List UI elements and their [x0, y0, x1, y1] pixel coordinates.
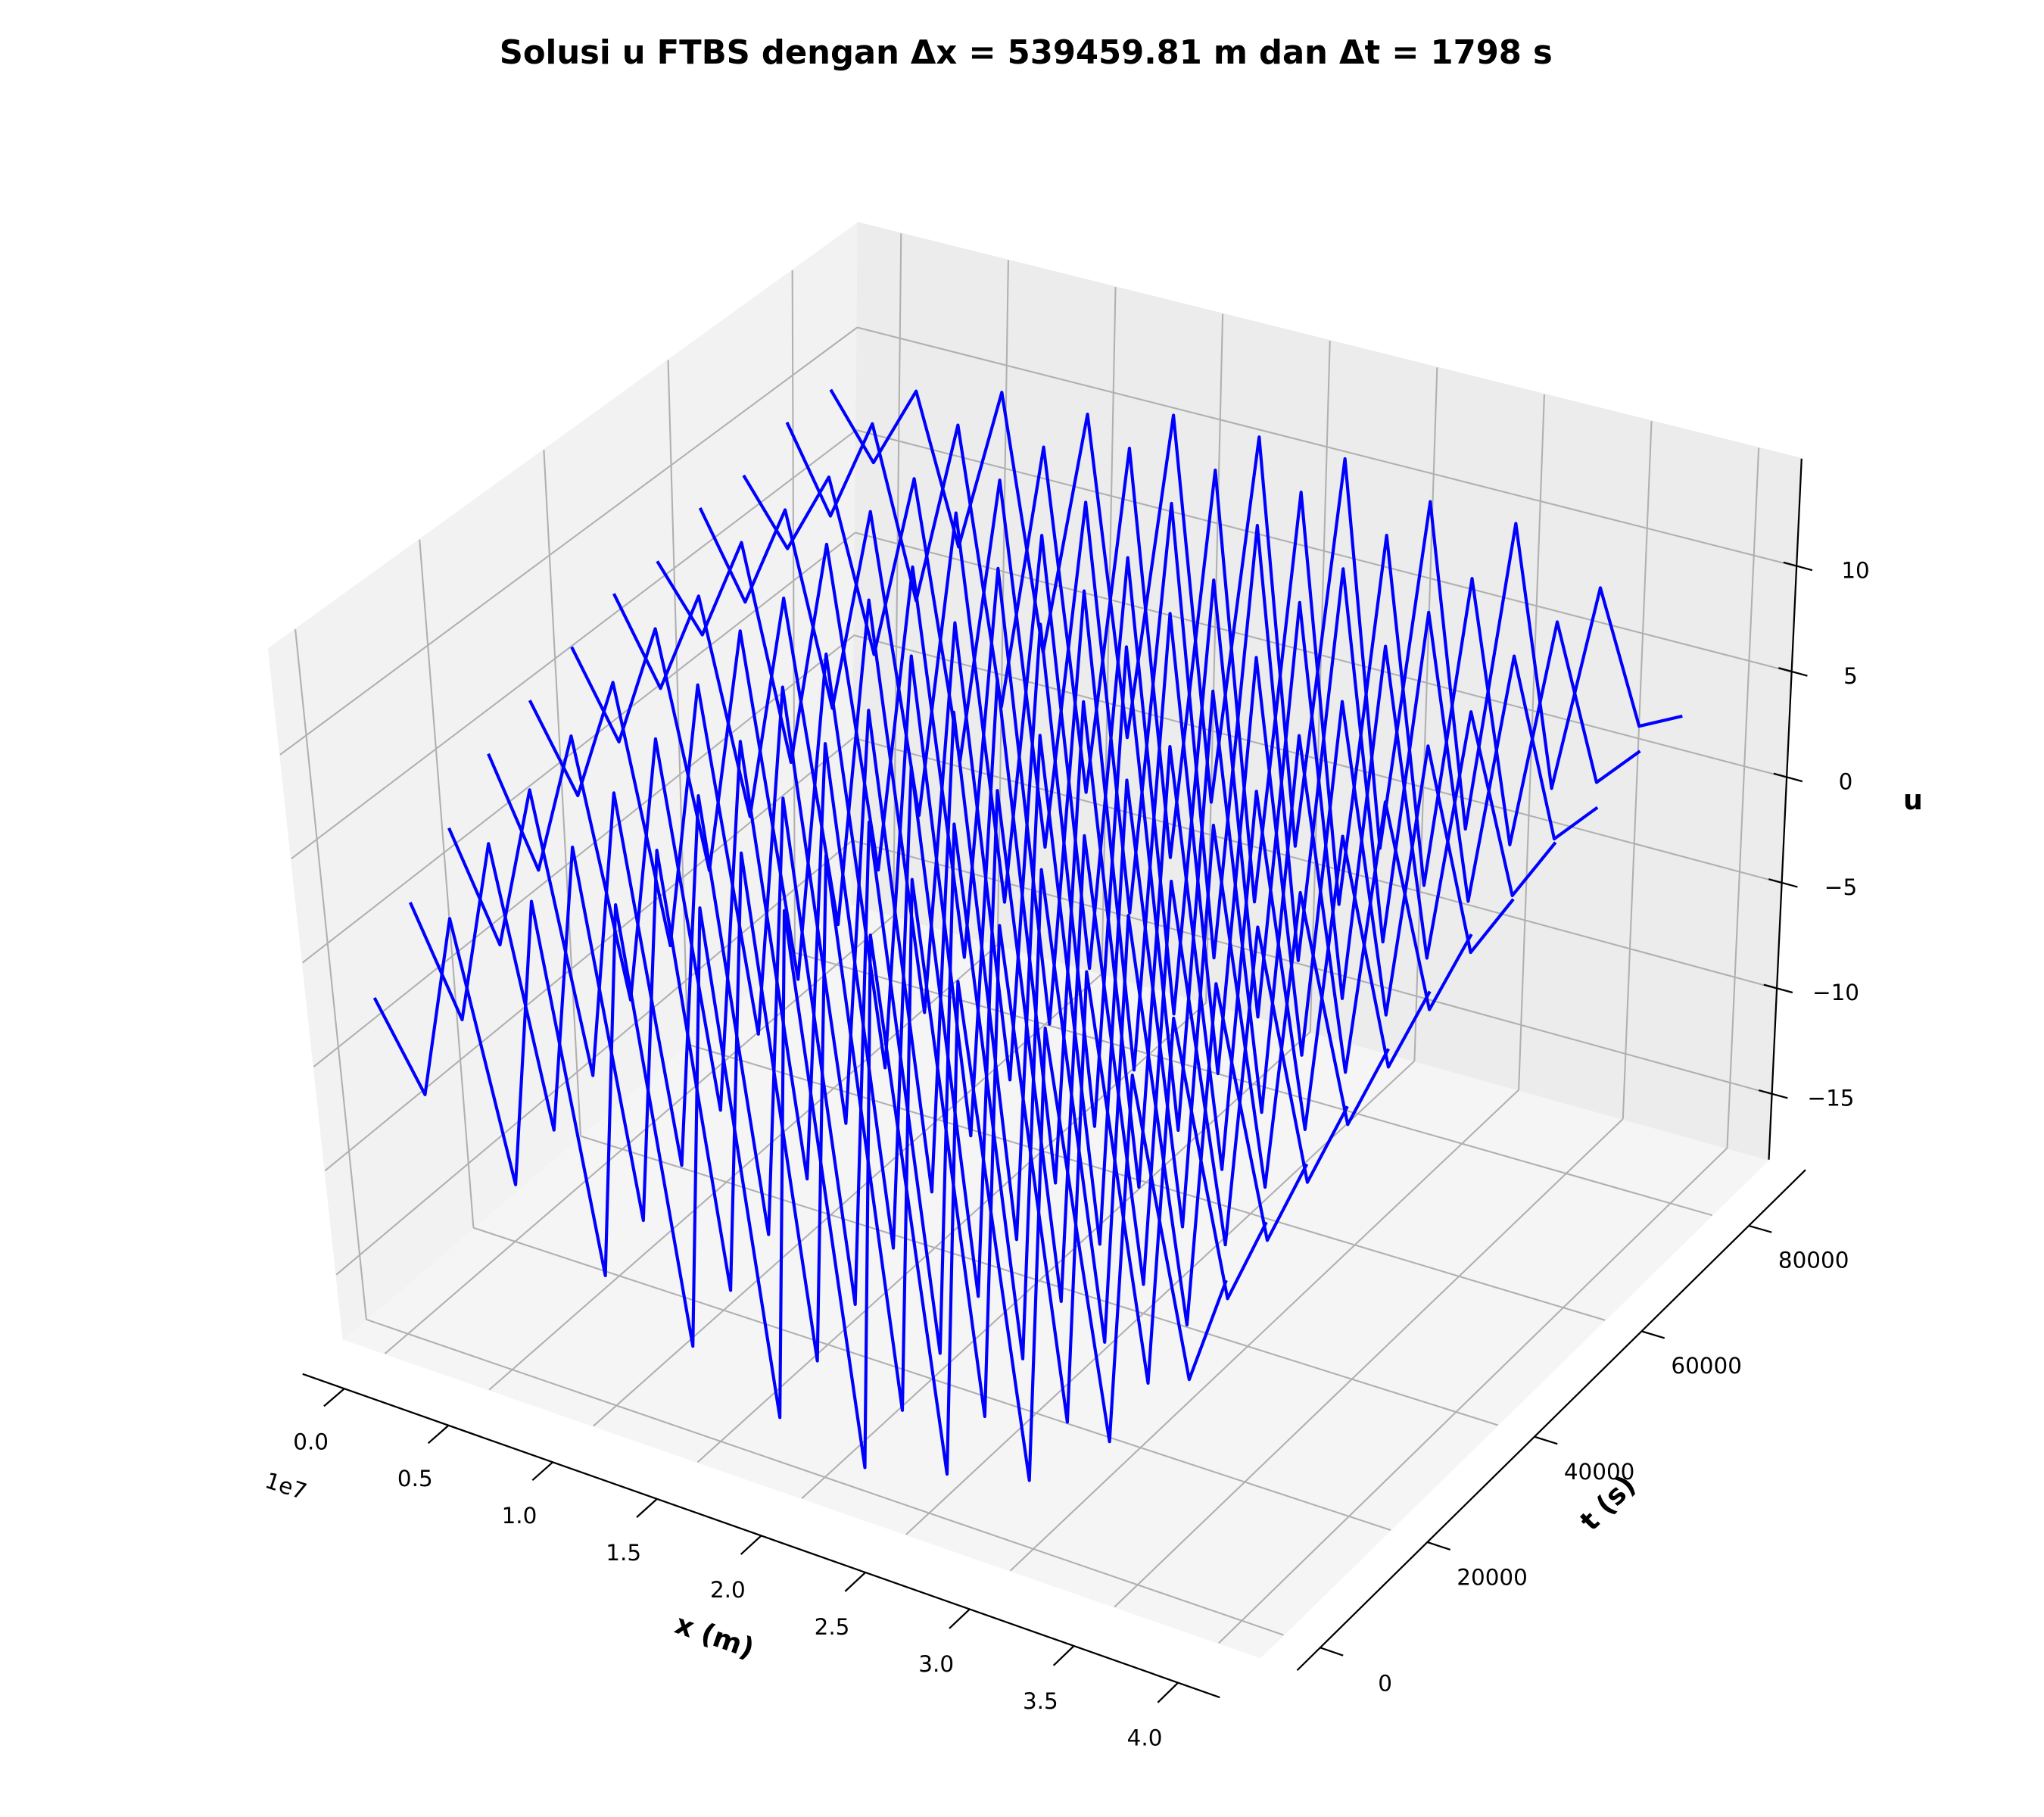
x-tick — [949, 1608, 971, 1629]
grid-line — [791, 270, 796, 953]
t-axis-line — [1296, 1169, 1806, 1672]
x-axis-line — [302, 1373, 1220, 1699]
x-tick — [1157, 1681, 1179, 1703]
x-tick-label: 0.5 — [397, 1466, 433, 1491]
chart-title: Solusi u FTBS dengan Δx = 539459.81 m da… — [500, 34, 1553, 72]
t-tick — [1534, 1435, 1558, 1445]
grid-line — [1114, 1118, 1624, 1608]
axes: 0.0 0.5 1.0 1.5 2.0 2.5 3.0 3.5 4.0 0 20000 40000 60… — [262, 458, 1923, 1751]
series-line — [785, 421, 1641, 906]
series-line — [698, 506, 1557, 1019]
series-line — [829, 388, 1683, 850]
x-tick — [636, 1498, 658, 1518]
z-axis-label: u — [1903, 784, 1923, 816]
grid-line — [419, 539, 475, 1228]
x-tick — [531, 1461, 553, 1482]
x-tick — [844, 1572, 866, 1592]
x-tick-label: 3.5 — [1023, 1688, 1058, 1714]
grid-line — [1726, 447, 1760, 1148]
x-tick-label: 4.0 — [1127, 1725, 1163, 1751]
series-line — [742, 474, 1599, 962]
grid-line — [366, 1318, 1284, 1636]
t-tick — [1427, 1541, 1451, 1551]
grid-line — [488, 944, 999, 1391]
z-tick-label: −15 — [1807, 1086, 1854, 1111]
t-tick-label: 60000 — [1671, 1353, 1742, 1379]
z-tick — [1758, 1089, 1788, 1099]
t-tick — [1641, 1330, 1665, 1339]
grid-line — [324, 737, 854, 1172]
t-tick-label: 80000 — [1778, 1247, 1849, 1273]
z-tick — [1768, 878, 1798, 888]
series-line — [528, 681, 1390, 1246]
z-tick — [1773, 772, 1803, 783]
t-tick-label: 40000 — [1564, 1459, 1635, 1485]
series-line — [656, 541, 1515, 1076]
grid-line — [313, 634, 855, 1067]
z-tick — [1783, 561, 1813, 572]
z-tick — [1763, 983, 1793, 994]
t-tick-label: 0 — [1378, 1670, 1392, 1696]
grid-line — [855, 429, 1792, 673]
x-tick — [1052, 1645, 1075, 1666]
grid-line — [294, 629, 367, 1320]
x-tick-label: 2.0 — [710, 1577, 746, 1603]
grid-line — [667, 360, 689, 1045]
x-tick-label: 1.5 — [606, 1540, 641, 1566]
z-tick — [1778, 667, 1808, 677]
plot-lines — [372, 388, 1683, 1482]
z-tick-label: 0 — [1839, 768, 1853, 794]
z-tick-label: 10 — [1841, 557, 1869, 583]
grid-line — [857, 326, 1797, 568]
grid-line — [302, 531, 856, 964]
grid-line — [1101, 287, 1117, 974]
grid-line — [291, 429, 857, 860]
z-axis-line — [1768, 458, 1803, 1160]
grid-line — [279, 326, 858, 756]
z-tick-label: 5 — [1843, 663, 1858, 689]
t-tick-label: 20000 — [1457, 1565, 1528, 1591]
x-tick-label: 3.0 — [918, 1651, 954, 1677]
grid-line — [852, 737, 1778, 990]
series-line — [612, 593, 1473, 1133]
x-tick — [323, 1388, 345, 1407]
t-tick — [1748, 1224, 1772, 1233]
series-line — [372, 899, 1228, 1482]
x-tick-label: 0.0 — [293, 1429, 329, 1454]
x-tick — [427, 1424, 450, 1445]
t-tick — [1320, 1647, 1344, 1656]
x-tick-label: 1.0 — [502, 1503, 537, 1529]
x-tick — [740, 1535, 762, 1555]
z-tick-label: −5 — [1824, 874, 1857, 900]
z-tick-label: −10 — [1812, 980, 1859, 1005]
grid-line — [1009, 1089, 1519, 1572]
grid-line — [1218, 1147, 1728, 1644]
grid-line — [1413, 367, 1438, 1061]
grid-line — [1622, 421, 1653, 1120]
x-tick-label: 2.5 — [815, 1614, 850, 1640]
grid-line — [794, 952, 1712, 1217]
panes — [267, 221, 1803, 1659]
grid-line — [543, 450, 581, 1136]
